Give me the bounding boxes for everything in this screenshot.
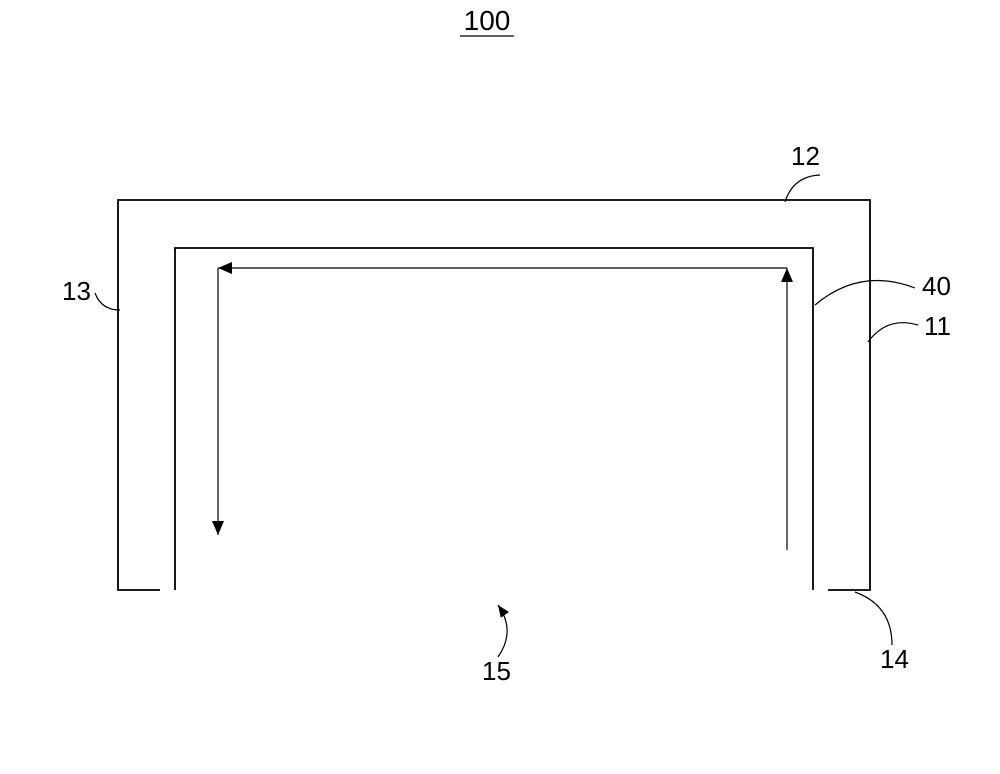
label-40: 40 [922,271,951,301]
bracket-inner [175,248,813,590]
label-15: 15 [482,656,511,686]
label-12: 12 [791,141,820,171]
label-11: 11 [924,311,951,341]
label-13: 13 [62,276,91,306]
diagram-canvas: 100 12 13 40 11 14 15 [0,0,1000,774]
figure-title: 100 [464,5,511,36]
label-14: 14 [880,644,909,674]
bracket-outer [118,200,870,590]
flow-arrows [212,262,793,550]
